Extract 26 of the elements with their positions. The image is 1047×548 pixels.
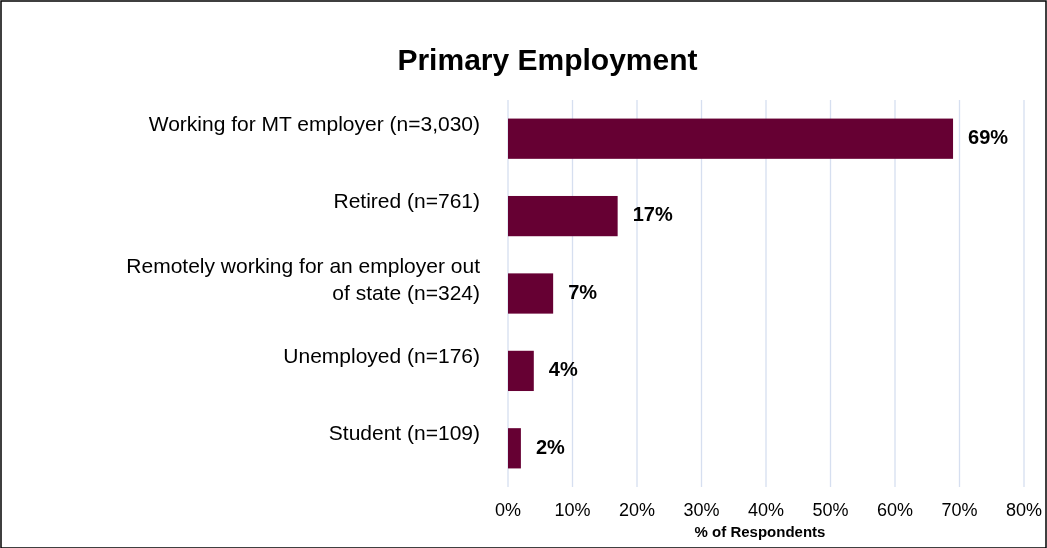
bar — [508, 195, 618, 237]
y-tick-label: Working for MT employer (n=3,030) — [148, 111, 480, 135]
x-tick-label: 30% — [683, 500, 720, 520]
y-tick-label: Retired (n=761) — [333, 188, 480, 212]
bar — [508, 273, 554, 314]
data-label: 2% — [535, 435, 566, 458]
x-axis-title: % of Respondents — [694, 523, 826, 540]
x-tick-label: 40% — [747, 500, 785, 520]
x-tick-label: 60% — [876, 500, 914, 520]
x-tick-label: 50% — [812, 500, 849, 520]
data-label: 4% — [548, 358, 578, 381]
x-tick-label: 10% — [554, 500, 591, 520]
y-tick-label: Unemployed (n=176) — [283, 343, 480, 367]
x-tick-label: 0% — [494, 500, 522, 520]
bar — [508, 350, 534, 392]
y-tick-label: Student (n=109) — [328, 420, 480, 444]
y-tick-label: Remotely working for an employer out of state (n=324) — [126, 253, 481, 304]
x-tick-label: 20% — [618, 500, 656, 520]
x-tick-label: 80% — [1005, 500, 1043, 520]
chart-title: Primary Employment — [397, 43, 698, 76]
x-tick-label: 70% — [941, 500, 978, 520]
bar — [508, 428, 521, 469]
data-label: 7% — [568, 280, 598, 303]
bar — [508, 118, 954, 159]
data-label: 69% — [968, 125, 1009, 148]
data-label: 17% — [632, 203, 673, 226]
